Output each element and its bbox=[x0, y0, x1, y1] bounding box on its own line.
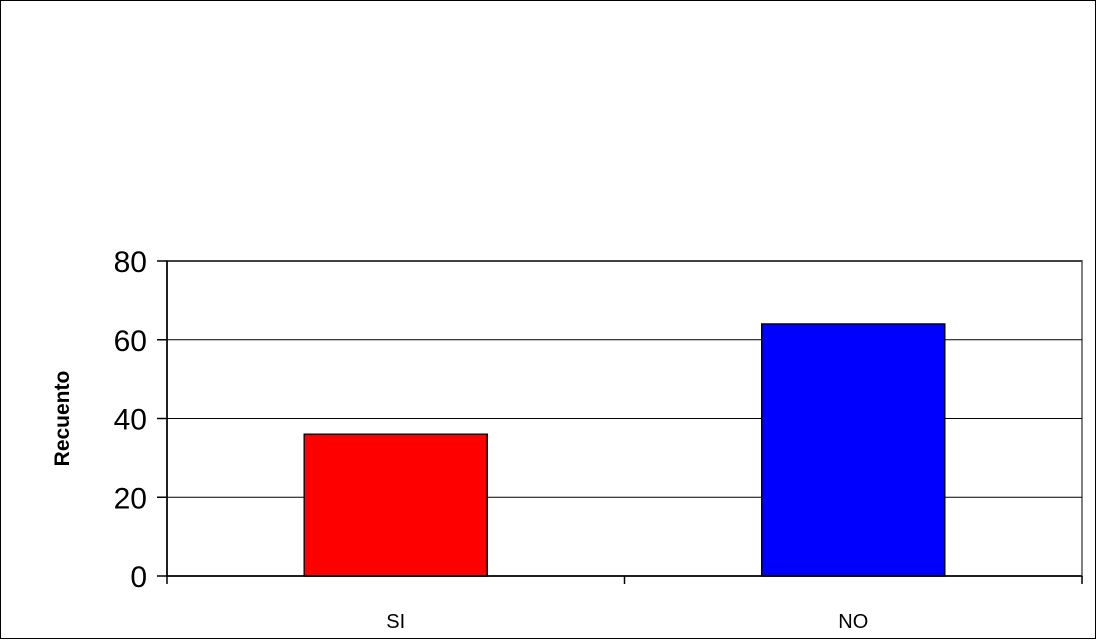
x-tick-label-no: NO bbox=[838, 611, 868, 633]
y-axis-title: Recuento bbox=[51, 371, 74, 467]
y-tick-label-0: 0 bbox=[130, 561, 147, 594]
x-tick-label-si: SI bbox=[386, 611, 405, 633]
y-tick-label-60: 60 bbox=[114, 325, 147, 358]
bar-no bbox=[761, 323, 946, 577]
bar-si bbox=[303, 433, 488, 577]
y-axis-ticks: 0 20 40 60 80 bbox=[114, 246, 167, 594]
y-tick-label-80: 80 bbox=[114, 246, 147, 279]
y-tick-label-40: 40 bbox=[114, 404, 147, 437]
x-axis-ticks: SI NO bbox=[166, 576, 1083, 633]
y-tick-label-20: 20 bbox=[114, 482, 147, 515]
